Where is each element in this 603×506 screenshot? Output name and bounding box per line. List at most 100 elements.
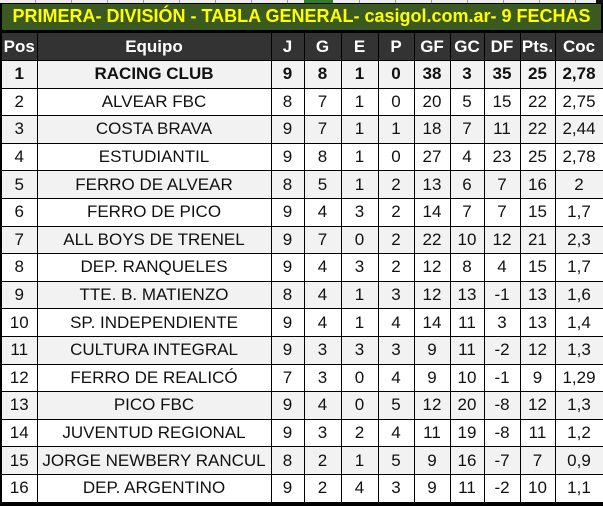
- stat-cell: 11: [449, 473, 485, 505]
- table-row: 12 FERRO DE REALICÓ 7 3 0 4 9 10 -1 9 1,29: [0, 363, 603, 393]
- stat-cell: 5: [377, 446, 415, 475]
- pos-cell: 5: [0, 170, 38, 199]
- stat-cell: 12: [413, 391, 451, 420]
- table-row: 13 PICO FBC 9 4 0 5 12 20 -8 12 1,3: [0, 391, 603, 420]
- stat-cell: 8: [270, 170, 305, 199]
- stat-cell: 4: [449, 142, 485, 172]
- stat-cell: 0,9: [554, 446, 603, 475]
- stat-cell: 9: [270, 60, 305, 89]
- stat-cell: -8: [483, 418, 521, 448]
- stat-cell: 5: [377, 391, 415, 420]
- stat-cell: 3: [340, 335, 379, 365]
- stat-cell: 22: [413, 225, 451, 255]
- header-cell-pts: Pts.: [519, 32, 556, 61]
- stat-cell: 1,29: [554, 363, 603, 393]
- stat-cell: 8: [270, 87, 305, 117]
- stat-cell: 20: [449, 391, 485, 420]
- stat-cell: 23: [483, 142, 521, 172]
- stat-cell: 14: [413, 197, 451, 227]
- stat-cell: 4: [377, 363, 415, 393]
- title-banner: PRIMERA- DIVISIÓN - TABLA GENERAL- casig…: [0, 3, 603, 32]
- stat-cell: 1,4: [554, 308, 603, 337]
- stat-cell: 3: [340, 253, 379, 282]
- pos-cell: 10: [0, 308, 38, 337]
- stat-cell: 27: [413, 142, 451, 172]
- green-cell-sliver: [304, 0, 333, 3]
- stat-cell: 0: [340, 225, 379, 255]
- pos-cell: 1: [0, 60, 38, 89]
- stat-cell: 9: [270, 335, 305, 365]
- stat-cell: 5: [303, 170, 342, 199]
- stat-cell: 2,75: [554, 87, 603, 117]
- table-row: 5 FERRO DE ALVEAR 8 5 1 2 13 6 7 16 2: [0, 170, 603, 199]
- table-row: 8 DEP. RANQUELES 9 4 3 2 12 8 4 15 1,7: [0, 253, 603, 282]
- team-cell: FERRO DE ALVEAR: [36, 170, 272, 199]
- stat-cell: 9: [270, 253, 305, 282]
- stat-cell: 13: [413, 170, 451, 199]
- header-cell-pos: Pos: [0, 32, 38, 61]
- stat-cell: 15: [483, 87, 521, 117]
- stat-cell: 4: [377, 418, 415, 448]
- stat-cell: 6: [449, 170, 485, 199]
- table-row: 15 JORGE NEWBERY RANCUL 8 2 1 5 9 16 -7 7 0,9: [0, 446, 603, 475]
- stat-cell: 4: [377, 308, 415, 337]
- stat-cell: 9: [270, 473, 305, 505]
- stat-cell: 1: [340, 60, 379, 89]
- table-row: 7 ALL BOYS DE TRENEL 9 7 0 2 22 10 12 21 2,3: [0, 225, 603, 255]
- pos-cell: 9: [0, 280, 38, 310]
- pos-cell: 6: [0, 197, 38, 227]
- stat-cell: 9: [270, 308, 305, 337]
- table-row: 11 CULTURA INTEGRAL 9 3 3 3 9 11 -2 12 1,3: [0, 335, 603, 365]
- stat-cell: 7: [449, 115, 485, 144]
- stat-cell: 13: [519, 308, 556, 337]
- table-row: 16 DEP. ARGENTINO 9 2 4 3 9 11 -2 10 1,1: [0, 473, 603, 505]
- stat-cell: 9: [413, 473, 451, 505]
- header-cell-gc: GC: [449, 32, 485, 61]
- stat-cell: 1,1: [554, 473, 603, 505]
- pos-cell: 14: [0, 418, 38, 448]
- stat-cell: 8: [303, 142, 342, 172]
- stat-cell: 3: [303, 363, 342, 393]
- stat-cell: 0: [340, 363, 379, 393]
- pos-cell: 4: [0, 142, 38, 172]
- stat-cell: 11: [483, 115, 521, 144]
- standings-body: 1 RACING CLUB 9 8 1 0 38 3 35 25 2,78 2 ALVEAR FBC 8 7…: [0, 60, 603, 505]
- stat-cell: 7: [519, 446, 556, 475]
- table-row: 6 FERRO DE PICO 9 4 3 2 14 7 7 15 1,7: [0, 197, 603, 227]
- pos-cell: 7: [0, 225, 38, 255]
- stat-cell: 4: [303, 253, 342, 282]
- pos-cell: 13: [0, 391, 38, 420]
- stat-cell: 4: [303, 280, 342, 310]
- stat-cell: 1,2: [554, 418, 603, 448]
- stat-cell: -1: [483, 280, 521, 310]
- team-cell: JUVENTUD REGIONAL: [36, 418, 272, 448]
- stat-cell: 9: [413, 335, 451, 365]
- stat-cell: 15: [519, 253, 556, 282]
- stat-cell: 38: [413, 60, 451, 89]
- header-cell-g: G: [303, 32, 342, 61]
- stat-cell: 10: [449, 363, 485, 393]
- stat-cell: 2: [554, 170, 603, 199]
- stat-cell: 9: [519, 363, 556, 393]
- table-row: 1 RACING CLUB 9 8 1 0 38 3 35 25 2,78: [0, 60, 603, 89]
- stat-cell: 9: [270, 115, 305, 144]
- page-title: PRIMERA- DIVISIÓN - TABLA GENERAL- casig…: [12, 6, 591, 26]
- stat-cell: 11: [449, 308, 485, 337]
- table-header-row: Pos Equipo J G E P GF GC DF Pts. Coc: [0, 32, 603, 61]
- stat-cell: 3: [377, 473, 415, 505]
- pos-cell: 8: [0, 253, 38, 282]
- stat-cell: 1: [340, 280, 379, 310]
- stat-cell: 3: [303, 418, 342, 448]
- header-cell-p: P: [377, 32, 415, 61]
- team-cell: COSTA BRAVA: [36, 115, 272, 144]
- stat-cell: 2: [303, 446, 342, 475]
- pos-cell: 2: [0, 87, 38, 117]
- stat-cell: 13: [519, 280, 556, 310]
- stat-cell: 1: [340, 115, 379, 144]
- stat-cell: 12: [483, 225, 521, 255]
- stat-cell: 7: [303, 87, 342, 117]
- spreadsheet-row-sliver: [0, 0, 603, 3]
- pos-cell: 15: [0, 446, 38, 475]
- stat-cell: 9: [413, 363, 451, 393]
- stat-cell: 8: [270, 280, 305, 310]
